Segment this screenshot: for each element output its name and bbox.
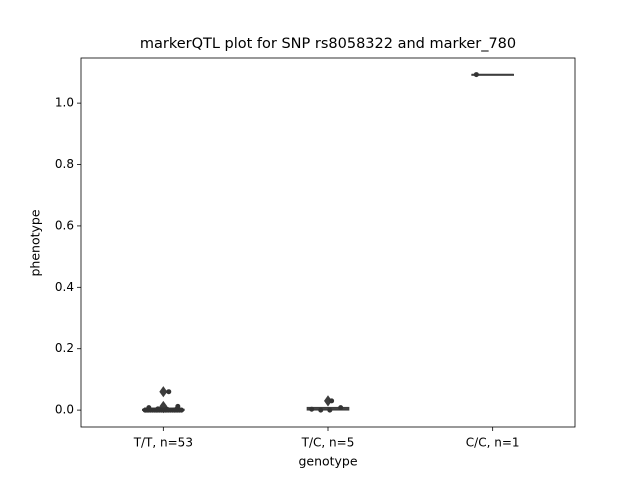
y-tick-label: 0.4 bbox=[55, 280, 74, 294]
y-tick-label: 1.0 bbox=[55, 96, 74, 110]
chart-title: markerQTL plot for SNP rs8058322 and mar… bbox=[140, 36, 516, 52]
strip-point bbox=[473, 72, 479, 78]
strip-point bbox=[327, 407, 333, 413]
strip-point bbox=[178, 407, 184, 413]
strip-point bbox=[338, 405, 344, 411]
strip-point bbox=[318, 407, 324, 413]
plot-frame bbox=[80, 57, 576, 428]
x-tick-label: T/T, n=53 bbox=[133, 436, 193, 450]
x-tick-label: C/C, n=1 bbox=[466, 436, 520, 450]
strip-point bbox=[166, 389, 172, 395]
x-tick-label: T/C, n=5 bbox=[301, 436, 355, 450]
strip-point bbox=[175, 403, 181, 409]
y-tick-label: 0.6 bbox=[55, 218, 74, 232]
y-tick-label: 0.2 bbox=[55, 341, 74, 355]
strip-point bbox=[146, 405, 152, 411]
outlier bbox=[159, 386, 168, 398]
outlier bbox=[324, 395, 332, 407]
y-tick-label: 0.0 bbox=[55, 403, 74, 417]
y-axis-label: phenotype bbox=[28, 209, 43, 276]
x-axis-label: genotype bbox=[298, 454, 357, 469]
y-tick-label: 0.8 bbox=[55, 157, 74, 171]
strip-point bbox=[329, 398, 335, 404]
strip-point bbox=[309, 406, 315, 412]
strip-point bbox=[155, 406, 161, 412]
strip-point bbox=[164, 406, 170, 412]
